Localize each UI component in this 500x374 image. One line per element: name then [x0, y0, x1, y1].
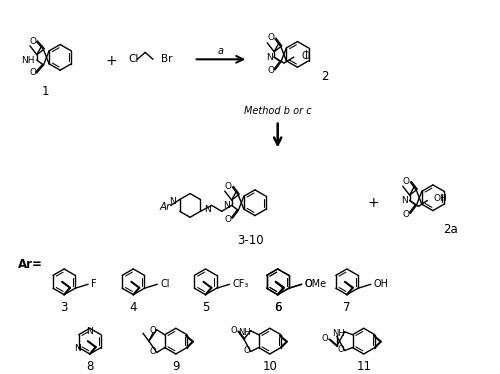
Text: 7: 7	[343, 301, 350, 314]
Text: N: N	[169, 197, 176, 206]
Text: Method b or c: Method b or c	[244, 106, 312, 116]
Text: NH: NH	[238, 328, 251, 337]
Text: O: O	[403, 210, 410, 219]
Text: N: N	[74, 344, 81, 353]
Text: +: +	[368, 196, 380, 210]
Text: O: O	[268, 33, 274, 42]
Text: Ar: Ar	[160, 202, 170, 212]
Text: O: O	[304, 279, 314, 289]
Text: Ar=: Ar=	[18, 258, 43, 272]
Text: N: N	[224, 201, 230, 210]
Text: Cl: Cl	[160, 279, 170, 289]
Text: 11: 11	[356, 360, 371, 373]
Text: O: O	[268, 67, 274, 76]
Text: a: a	[218, 46, 224, 56]
Text: 10: 10	[262, 360, 277, 373]
Text: Cl: Cl	[128, 54, 139, 64]
Text: O: O	[230, 326, 237, 335]
Text: CF₃: CF₃	[232, 279, 249, 289]
Text: O: O	[338, 345, 344, 354]
Text: N: N	[86, 327, 93, 336]
Text: O: O	[29, 68, 36, 77]
Text: O: O	[322, 334, 328, 343]
Text: O: O	[150, 347, 156, 356]
Text: F: F	[91, 279, 96, 289]
Text: 8: 8	[86, 360, 94, 373]
Text: +: +	[106, 54, 118, 68]
Text: 9: 9	[172, 360, 180, 373]
Text: NH: NH	[332, 329, 345, 338]
Text: 2a: 2a	[444, 223, 458, 236]
Text: OH: OH	[434, 194, 447, 203]
Text: O: O	[244, 346, 250, 355]
Text: N: N	[266, 53, 272, 62]
Text: O: O	[403, 177, 410, 186]
Text: O: O	[225, 215, 232, 224]
Text: N: N	[204, 205, 211, 214]
Text: OH: OH	[374, 279, 389, 289]
Text: O: O	[29, 37, 36, 46]
Text: 5: 5	[202, 301, 209, 314]
Text: O: O	[225, 182, 232, 191]
Text: 3: 3	[60, 301, 68, 314]
Text: Br: Br	[161, 54, 172, 64]
Text: 2: 2	[322, 70, 329, 83]
Text: 6: 6	[274, 301, 281, 314]
Text: 6: 6	[274, 301, 281, 314]
Text: Cl: Cl	[302, 51, 312, 61]
Text: NH: NH	[21, 56, 34, 65]
Text: 3-10: 3-10	[236, 234, 264, 247]
Text: 1: 1	[42, 85, 49, 98]
Text: 4: 4	[130, 301, 137, 314]
Text: O: O	[150, 326, 156, 335]
Text: N: N	[402, 196, 408, 205]
Text: OMe: OMe	[304, 279, 327, 289]
